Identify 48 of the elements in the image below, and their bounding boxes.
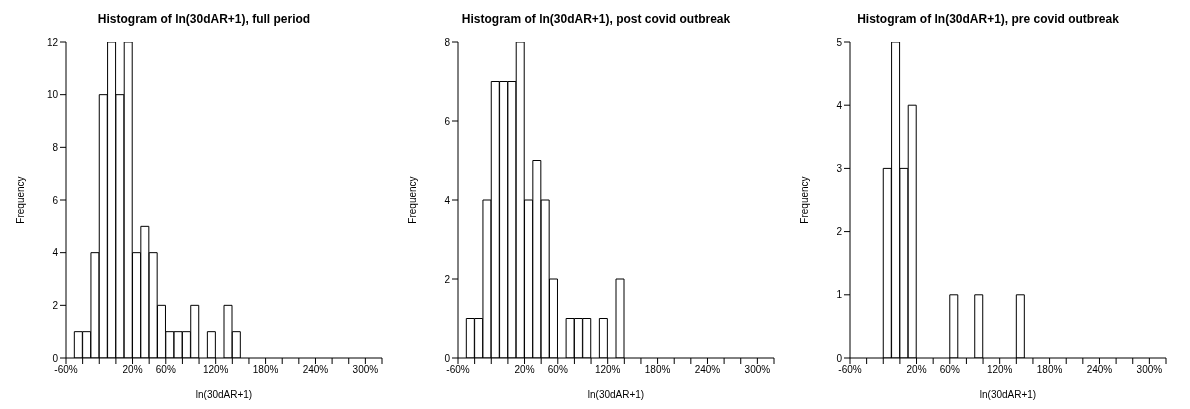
x-tick-label: 60% <box>547 364 568 376</box>
y-tick-label: 0 <box>836 352 843 364</box>
y-tick-label: 4 <box>52 247 59 259</box>
x-tick-label: 240% <box>302 364 329 376</box>
y-tick-label: 3 <box>836 162 843 174</box>
x-tick-label: 180% <box>252 364 279 376</box>
y-tick-label: 1 <box>836 289 843 301</box>
y-tick-label: 10 <box>46 89 59 101</box>
x-axis-title: ln(30dAR+1) <box>587 389 645 400</box>
y-tick-label: 0 <box>444 352 451 364</box>
x-tick-label: 120% <box>594 364 621 376</box>
y-tick-label: 4 <box>444 194 451 206</box>
y-tick-label: 0 <box>52 352 59 364</box>
y-tick-label: 6 <box>444 115 451 127</box>
y-axis-title: Frequency <box>14 176 26 224</box>
y-axis-title: Frequency <box>798 176 810 224</box>
x-tick-label: 120% <box>202 364 229 376</box>
x-tick-label: 300% <box>352 364 379 376</box>
x-tick-label: 20% <box>122 364 143 376</box>
x-tick-label: 20% <box>514 364 535 376</box>
x-axis-title: ln(30dAR+1) <box>195 389 253 400</box>
x-tick-label: 300% <box>1136 364 1163 376</box>
x-tick-label: 180% <box>1036 364 1063 376</box>
x-tick-label: 180% <box>644 364 671 376</box>
x-tick-label: -60% <box>54 364 78 376</box>
y-tick-label: 2 <box>836 226 843 238</box>
x-tick-label: 240% <box>694 364 721 376</box>
y-tick-label: 2 <box>52 299 59 311</box>
x-tick-label: 240% <box>1086 364 1113 376</box>
y-tick-label: 8 <box>444 36 451 48</box>
y-tick-label: 6 <box>52 194 59 206</box>
y-tick-label: 2 <box>444 273 451 285</box>
x-tick-label: 60% <box>939 364 960 376</box>
x-tick-label: -60% <box>446 364 470 376</box>
x-tick-label: 60% <box>155 364 176 376</box>
y-axis-title: Frequency <box>406 176 418 224</box>
chart-title: Histogram of ln(30dAR+1), full period <box>96 11 312 28</box>
y-tick-label: 8 <box>52 141 59 153</box>
x-tick-label: -60% <box>838 364 862 376</box>
chart-title: Histogram of ln(30dAR+1), post covid outbreak <box>460 11 732 28</box>
chart-title: Histogram of ln(30dAR+1), pre covid outbreak <box>856 11 1120 28</box>
y-tick-label: 12 <box>46 36 59 48</box>
x-axis-title: ln(30dAR+1) <box>979 389 1037 400</box>
x-tick-label: 20% <box>906 364 927 376</box>
x-tick-label: 120% <box>986 364 1013 376</box>
y-tick-label: 5 <box>836 36 843 48</box>
y-tick-label: 4 <box>836 99 843 111</box>
x-tick-label: 300% <box>744 364 771 376</box>
